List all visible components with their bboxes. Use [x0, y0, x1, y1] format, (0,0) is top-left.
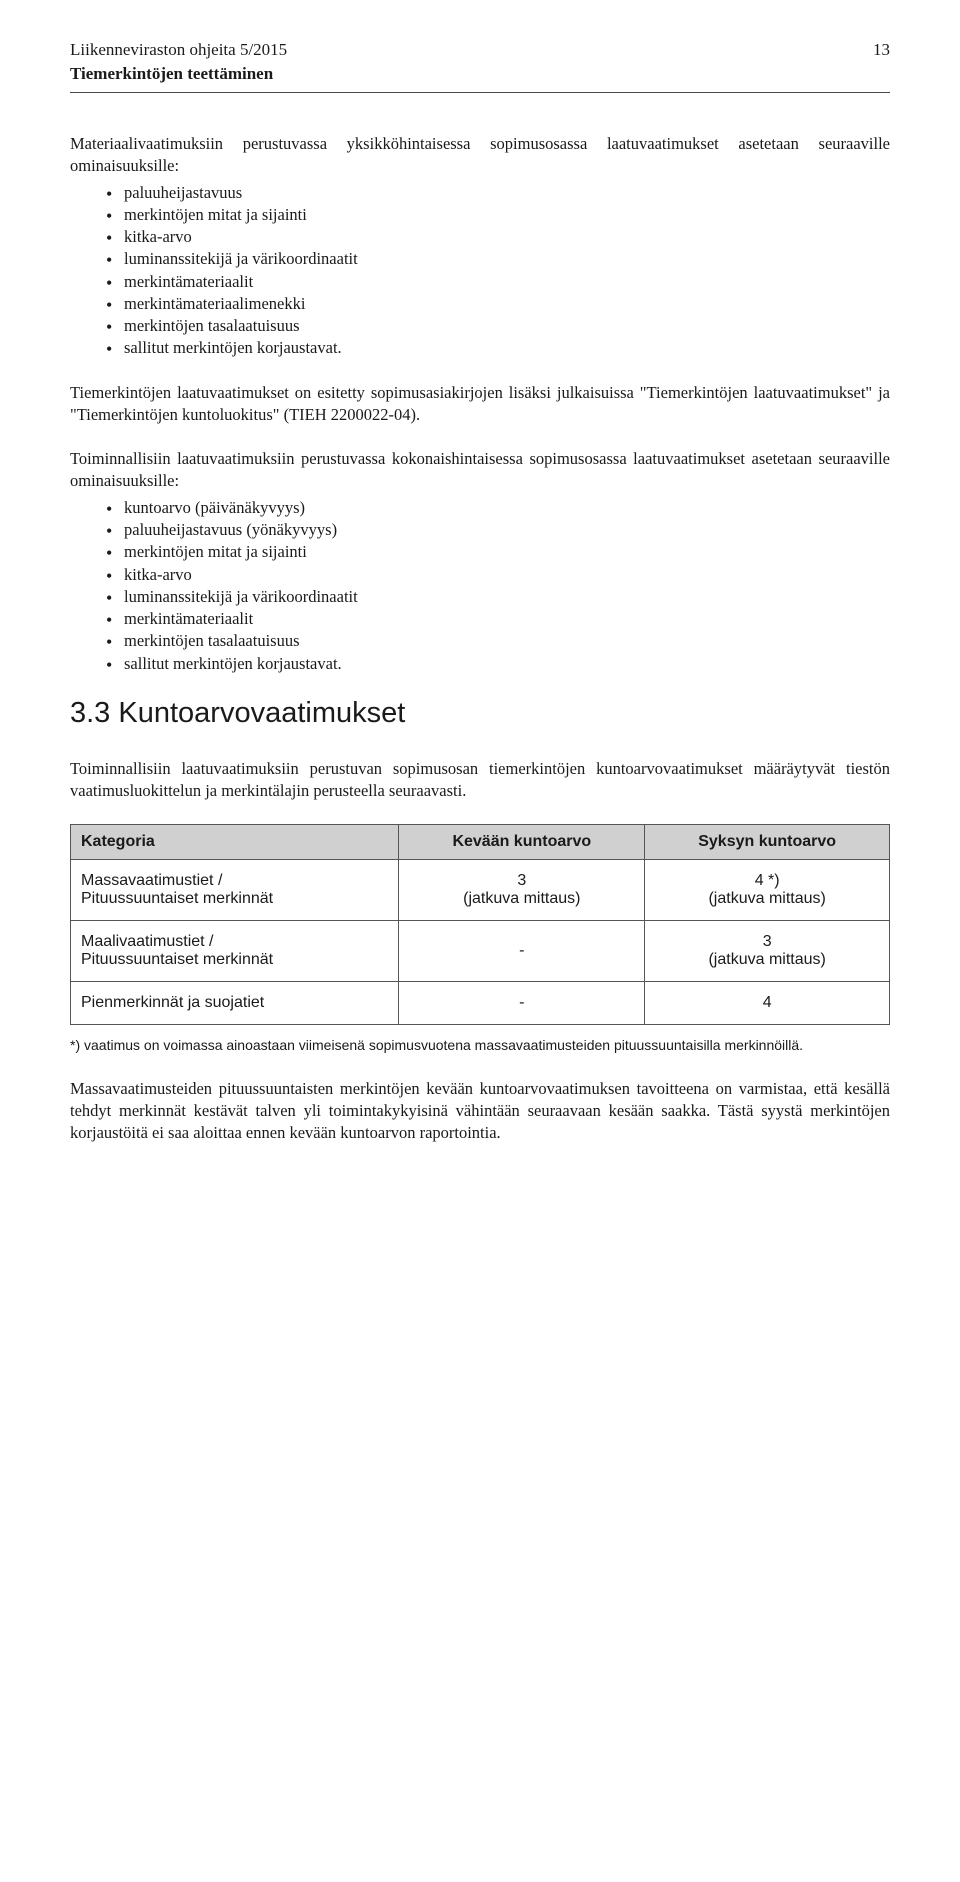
section-heading-3-3: 3.3 Kuntoarvovaatimukset [70, 697, 890, 730]
cell-line-1: Massavaatimustiet / [81, 872, 388, 890]
paragraph-kuntoarvo-intro: Toiminnallisiin laatuvaatimuksiin perust… [70, 758, 890, 803]
cell-line-2: Pituussuuntaiset merkinnät [81, 890, 388, 908]
table-header-kategoria: Kategoria [71, 825, 399, 860]
list-item: kuntoarvo (päivänäkyvyys) [106, 497, 890, 519]
list-item: sallitut merkintöjen korjaustavat. [106, 653, 890, 675]
section-title: Kuntoarvovaatimukset [118, 697, 405, 729]
cell-kevaan: - [399, 982, 645, 1025]
header-title: Liikenneviraston ohjeita 5/2015 [70, 40, 287, 60]
cell-line-1: 3 [655, 933, 879, 951]
table-row: Pienmerkinnät ja suojatiet - 4 [71, 982, 890, 1025]
list-item: merkintöjen mitat ja sijainti [106, 541, 890, 563]
list-item: kitka-arvo [106, 226, 890, 248]
paragraph-closing: Massavaatimusteiden pituussuuntaisten me… [70, 1078, 890, 1145]
cell-syksyn: 4 [645, 982, 890, 1025]
list-item: merkintämateriaalimenekki [106, 293, 890, 315]
cell-line-2: (jatkuva mittaus) [409, 890, 634, 908]
page-number: 13 [873, 40, 890, 60]
list-item: paluuheijastavuus (yönäkyvyys) [106, 519, 890, 541]
paragraph-intro-2: Toiminnallisiin laatuvaatimuksiin perust… [70, 448, 890, 493]
cell-line-2: (jatkuva mittaus) [655, 951, 879, 969]
cell-line-1: 3 [409, 872, 634, 890]
table-header-kevaan: Kevään kuntoarvo [399, 825, 645, 860]
list-item: merkintöjen tasalaatuisuus [106, 315, 890, 337]
cell-line-1: 4 *) [655, 872, 879, 890]
list-item: luminanssitekijä ja värikoordinaatit [106, 248, 890, 270]
cell-line-1: - [409, 994, 634, 1012]
list-material-requirements: paluuheijastavuus merkintöjen mitat ja s… [70, 182, 890, 360]
table-header-row: Kategoria Kevään kuntoarvo Syksyn kuntoa… [71, 825, 890, 860]
cell-line-2: Pituussuuntaiset merkinnät [81, 951, 388, 969]
list-item: merkintöjen mitat ja sijainti [106, 204, 890, 226]
cell-kevaan: 3 (jatkuva mittaus) [399, 860, 645, 921]
cell-kategoria: Pienmerkinnät ja suojatiet [71, 982, 399, 1025]
cell-syksyn: 3 (jatkuva mittaus) [645, 921, 890, 982]
header-subtitle: Tiemerkintöjen teettäminen [70, 64, 890, 84]
list-item: merkintöjen tasalaatuisuus [106, 630, 890, 652]
header-divider [70, 92, 890, 93]
cell-syksyn: 4 *) (jatkuva mittaus) [645, 860, 890, 921]
list-item: merkintämateriaalit [106, 271, 890, 293]
table-row: Massavaatimustiet / Pituussuuntaiset mer… [71, 860, 890, 921]
table-header-syksyn: Syksyn kuntoarvo [645, 825, 890, 860]
list-functional-requirements: kuntoarvo (päivänäkyvyys) paluuheijastav… [70, 497, 890, 675]
cell-line-1: Pienmerkinnät ja suojatiet [81, 994, 388, 1012]
table-footnote: *) vaatimus on voimassa ainoastaan viime… [70, 1035, 890, 1055]
cell-line-1: 4 [655, 994, 879, 1012]
list-item: sallitut merkintöjen korjaustavat. [106, 337, 890, 359]
cell-kategoria: Massavaatimustiet / Pituussuuntaiset mer… [71, 860, 399, 921]
kuntoarvo-table: Kategoria Kevään kuntoarvo Syksyn kuntoa… [70, 824, 890, 1025]
cell-kategoria: Maalivaatimustiet / Pituussuuntaiset mer… [71, 921, 399, 982]
table-row: Maalivaatimustiet / Pituussuuntaiset mer… [71, 921, 890, 982]
list-item: paluuheijastavuus [106, 182, 890, 204]
list-item: merkintämateriaalit [106, 608, 890, 630]
paragraph-publications: Tiemerkintöjen laatuvaatimukset on esite… [70, 382, 890, 427]
page-header: Liikenneviraston ohjeita 5/2015 13 [70, 40, 890, 60]
cell-line-1: Maalivaatimustiet / [81, 933, 388, 951]
list-item: kitka-arvo [106, 564, 890, 586]
paragraph-intro-1: Materiaalivaatimuksiin perustuvassa yksi… [70, 133, 890, 178]
cell-line-2: (jatkuva mittaus) [655, 890, 879, 908]
cell-line-1: - [409, 942, 634, 960]
cell-kevaan: - [399, 921, 645, 982]
section-number: 3.3 [70, 697, 110, 729]
list-item: luminanssitekijä ja värikoordinaatit [106, 586, 890, 608]
